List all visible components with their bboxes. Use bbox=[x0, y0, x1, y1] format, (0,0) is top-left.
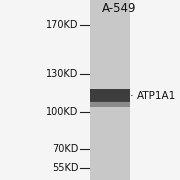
Text: 130KD: 130KD bbox=[46, 69, 78, 80]
Text: 55KD: 55KD bbox=[52, 163, 78, 173]
Text: 100KD: 100KD bbox=[46, 107, 78, 117]
Text: A-549: A-549 bbox=[102, 3, 136, 15]
Text: 70KD: 70KD bbox=[52, 144, 78, 154]
Text: ATP1A1: ATP1A1 bbox=[137, 91, 176, 101]
Text: 170KD: 170KD bbox=[46, 20, 78, 30]
Bar bbox=[90, 101, 130, 107]
Bar bbox=[90, 89, 130, 102]
Bar bbox=[90, 0, 130, 180]
